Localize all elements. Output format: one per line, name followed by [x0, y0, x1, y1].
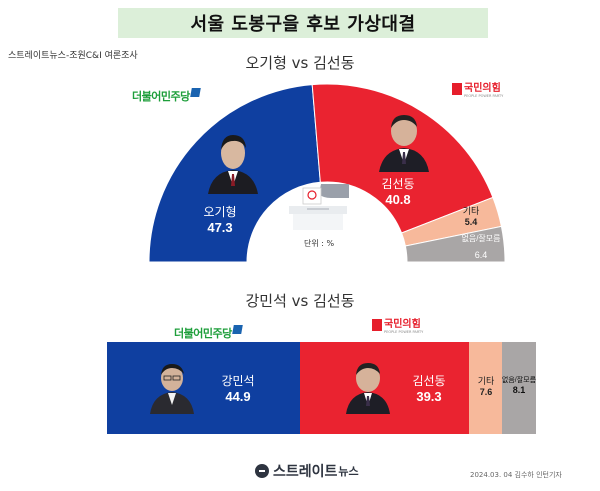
bar-candidate-1-portrait [150, 364, 194, 414]
stacked-bar-chart: 강민석 44.9 김선동 39.3 기타 7.6 없음/잘모름 8.1 [107, 342, 537, 434]
bar-label-none: 없음/잘모름 8.1 [501, 377, 537, 395]
ppp-party-logo-2: 국민의힘 PEOPLE POWER PARTY [372, 318, 424, 334]
dem-party-logo-2: 더불어민주당 [174, 325, 243, 341]
ppp-party-name: 국민의힘 [384, 319, 421, 330]
donut-slice-4 [404, 225, 506, 263]
dem-flag-icon [231, 325, 243, 334]
matchup-title-1: 오기형 vs 김선동 [245, 54, 355, 72]
bar-candidate-2-portrait [346, 363, 390, 414]
headline: 서울 도봉구을 후보 가상대결 [118, 8, 488, 38]
label-none-1: 없음/잘모름 6.4 [461, 234, 501, 260]
matchup-title-2: 강민석 vs 김선동 [245, 292, 355, 310]
candidate-1-portrait [208, 135, 258, 194]
bar-segment-candidate-1 [107, 342, 300, 434]
ppp-mark-icon [452, 83, 462, 95]
unit-label: 단위 : % [304, 239, 335, 248]
source-note: 스트레이트뉴스-조원C&I 여론조사 [8, 51, 138, 61]
ppp-party-subtitle: PEOPLE POWER PARTY [464, 94, 504, 98]
ppp-party-name: 국민의힘 [464, 83, 501, 94]
candidate-2-portrait [379, 115, 429, 172]
dem-party-logo-1: 더불어민주당 [132, 88, 201, 104]
ppp-mark-icon [372, 319, 382, 331]
logo-subtext: 뉴스 [338, 465, 359, 478]
label-candidate-1: 오기형 47.3 [203, 205, 237, 235]
bar-segment-none [502, 342, 537, 434]
logo-mark-icon [255, 464, 269, 478]
ppp-party-subtitle: PEOPLE POWER PARTY [384, 330, 424, 334]
footer-logo: 스트레이트 뉴스 [255, 461, 359, 481]
bar-label-candidate-1: 강민석 44.9 [221, 374, 255, 404]
credit-line: 2024.03. 04 김수하 인턴기자 [470, 471, 562, 479]
bar-segment-other [469, 342, 502, 434]
ballot-box-icon [289, 184, 349, 230]
logo-text: 스트레이트 [273, 464, 338, 480]
label-candidate-2: 김선동 40.8 [381, 177, 415, 207]
bar-label-candidate-2: 김선동 39.3 [412, 374, 446, 404]
dem-party-name: 더불어민주당 [174, 327, 232, 340]
ppp-party-logo-1: 국민의힘 PEOPLE POWER PARTY [452, 82, 504, 98]
label-other-1: 기타 5.4 [462, 206, 480, 227]
bar-segment-candidate-2 [300, 342, 469, 434]
bar-label-other: 기타 7.6 [477, 376, 495, 397]
dem-party-name: 더불어민주당 [132, 90, 190, 103]
